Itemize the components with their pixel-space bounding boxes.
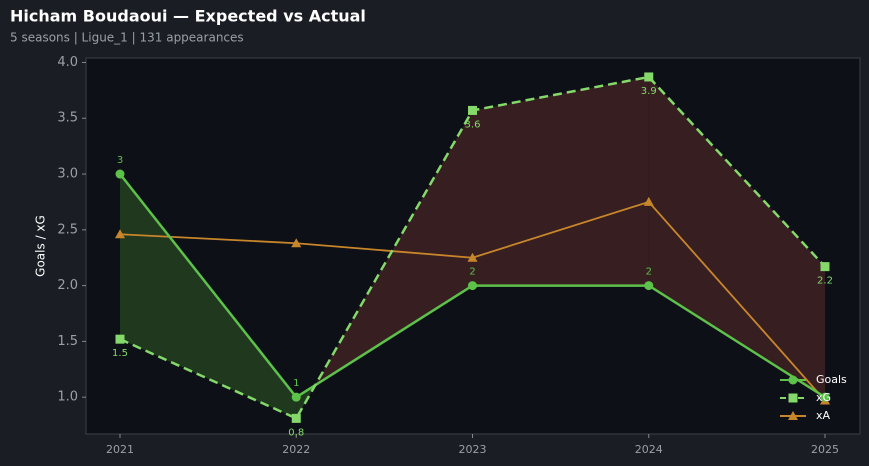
data-label: 2.2 (817, 276, 833, 287)
data-point (644, 281, 654, 291)
data-label: 2 (469, 267, 475, 278)
data-point (644, 72, 654, 82)
data-point (115, 334, 125, 344)
y-tick-label: 1.0 (57, 390, 78, 405)
chart-subtitle: 5 seasons | Ligue_1 | 131 appearances (10, 31, 244, 45)
data-point (820, 262, 830, 272)
legend-label: xG (816, 391, 831, 404)
data-label: 3.6 (465, 119, 481, 130)
y-tick-label: 1.5 (57, 334, 78, 349)
legend-marker (788, 375, 798, 385)
gap-area (120, 174, 297, 419)
y-tick-label: 2.5 (57, 222, 78, 237)
x-tick-label: 2025 (811, 443, 839, 456)
data-point (468, 281, 477, 291)
legend-marker (788, 393, 798, 403)
data-label: 0.8 (288, 427, 304, 438)
data-label: 1 (293, 378, 299, 389)
data-point (467, 252, 478, 262)
legend-label: Goals (816, 373, 847, 386)
data-label: 3 (117, 155, 123, 166)
chart-title: Hicham Boudaoui — Expected vs Actual (10, 7, 366, 26)
data-point (115, 169, 125, 179)
data-label: 2 (646, 267, 652, 278)
data-point (468, 105, 477, 115)
data-label: 3.9 (641, 86, 657, 97)
y-tick-label: 3.0 (57, 167, 78, 182)
legend-marker (788, 411, 798, 420)
y-axis-label: Goals / xG (34, 215, 48, 277)
x-tick-label: 2022 (282, 443, 310, 456)
x-tick-label: 2021 (106, 443, 134, 456)
data-point (291, 238, 302, 248)
y-tick-label: 2.0 (57, 278, 78, 293)
legend-label: xA (816, 409, 831, 422)
y-tick-label: 4.0 (57, 55, 78, 70)
data-point (820, 392, 830, 402)
data-point (643, 196, 654, 206)
data-label: 1.5 (112, 348, 128, 359)
x-tick-label: 2023 (459, 443, 487, 456)
data-point (115, 229, 125, 239)
y-tick-label: 3.5 (57, 111, 78, 126)
x-tick-label: 2024 (635, 443, 663, 456)
gap-area (472, 76, 649, 286)
data-point (291, 413, 301, 423)
gap-area (648, 76, 825, 398)
data-point (291, 392, 301, 402)
